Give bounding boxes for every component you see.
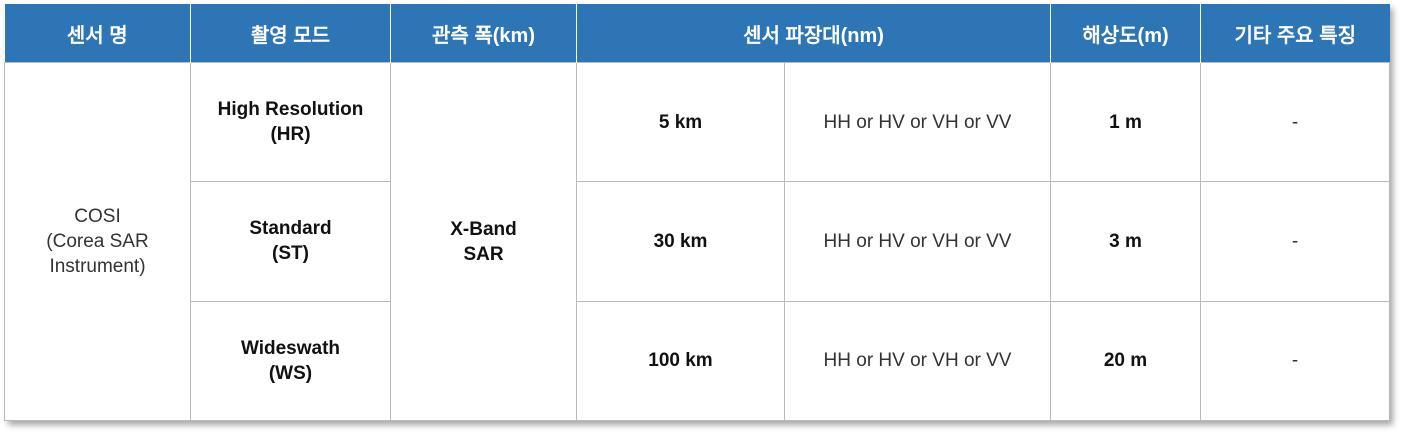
- band-line1: X-Band: [450, 218, 517, 240]
- polarization-cell: HH or HV or VH or VV: [783, 61, 1052, 183]
- mode-code: (ST): [272, 243, 309, 265]
- resolution-cell: 3 m: [1050, 181, 1202, 302]
- resolution-cell: 1 m: [1050, 61, 1202, 183]
- sensor-name-line1: COSI: [74, 206, 121, 227]
- resolution-cell: 20 m: [1050, 300, 1202, 422]
- table-row: Wideswath (WS) 100 km HH or HV or VH or …: [5, 300, 1391, 422]
- mode-code: (WS): [268, 362, 313, 384]
- notes-cell: -: [1200, 300, 1391, 422]
- polarization-cell: HH or HV or VH or VV: [783, 300, 1052, 422]
- notes-cell: -: [1200, 181, 1391, 302]
- mode-cell: High Resolution (HR): [190, 61, 391, 183]
- mode-cell: Standard (ST): [190, 181, 391, 302]
- swath-cell: 5 km: [576, 61, 785, 183]
- swath-cell: 30 km: [576, 181, 785, 302]
- mode-name: Wideswath: [240, 337, 341, 359]
- sensor-name-line2: (Corea SAR: [46, 231, 149, 252]
- mode-name: Standard: [249, 218, 332, 240]
- mode-cell: Wideswath (WS): [190, 300, 391, 422]
- table-row: COSI (Corea SAR Instrument) High Resolut…: [4, 61, 1391, 421]
- header-swath-width: 관측 폭(km): [390, 4, 577, 63]
- band-cell: X-Band SAR: [390, 62, 577, 421]
- header-sensor-band: 센서 파장대(nm): [575, 4, 1052, 63]
- notes-cell: -: [1200, 61, 1391, 183]
- table-row: Standard (ST) 30 km HH or HV or VH or VV…: [5, 181, 1391, 302]
- header-other-features: 기타 주요 특징: [1200, 4, 1390, 63]
- swath-cell: 100 km: [576, 300, 785, 422]
- sensor-spec-table: 센서 명 촬영 모드 관측 폭(km) 센서 파장대(nm) 해상도(m) 기타…: [4, 4, 1391, 422]
- mode-code: (HR): [270, 124, 311, 146]
- polarization-cell: HH or HV or VH or VV: [783, 181, 1052, 302]
- mode-name: High Resolution: [217, 99, 364, 121]
- band-line2: SAR: [463, 243, 504, 265]
- header-resolution: 해상도(m): [1050, 4, 1202, 63]
- sensor-name-cell: COSI (Corea SAR Instrument): [4, 62, 191, 421]
- sensor-spec-table-frame: 센서 명 촬영 모드 관측 폭(km) 센서 파장대(nm) 해상도(m) 기타…: [4, 4, 1391, 422]
- header-capture-mode: 촬영 모드: [190, 4, 391, 63]
- sensor-name-line3: Instrument): [49, 256, 146, 277]
- header-sensor-name: 센서 명: [4, 4, 191, 63]
- header-row: 센서 명 촬영 모드 관측 폭(km) 센서 파장대(nm) 해상도(m) 기타…: [4, 4, 1390, 63]
